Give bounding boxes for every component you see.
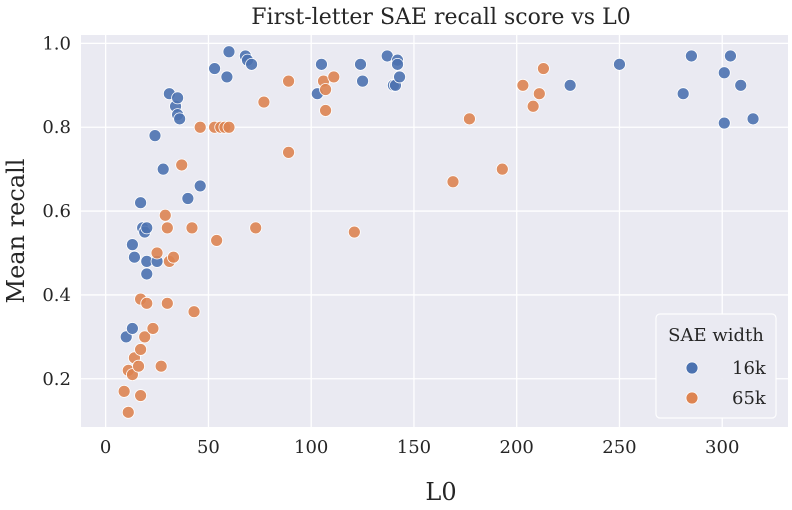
legend-label-16k: 16k [732,358,767,379]
x-tick-label: 150 [397,437,431,458]
data-point-65k [526,99,540,113]
data-point-65k [193,120,207,134]
data-point-65k [146,322,160,335]
data-point-65k [210,234,224,247]
data-point-16k [125,322,139,335]
legend-label-65k: 65k [732,388,767,409]
legend-marker-16k [685,361,699,375]
x-tick-label: 100 [294,437,328,458]
data-point-65k [319,83,332,96]
data-point-65k [537,62,550,75]
data-point-65k [516,78,530,92]
legend-marker-65k [685,391,699,405]
data-point-16k [717,66,731,80]
data-point-16k [717,116,731,130]
data-point-16k [193,179,207,193]
y-tick-label: 0.8 [42,117,71,138]
data-point-65k [117,384,131,398]
data-point-65k [282,145,295,159]
y-tick-label: 0.2 [42,369,71,390]
data-point-65k [150,246,164,260]
data-point-16k [354,57,367,71]
data-points [117,45,760,419]
data-point-16k [391,57,404,71]
data-point-65k [154,359,168,373]
data-point-65k [249,221,263,235]
data-point-16k [222,45,236,59]
data-point-65k [446,175,460,189]
data-point-16k [134,196,148,210]
data-point-65k [282,74,295,88]
data-point-65k [185,221,199,235]
data-point-65k [327,70,341,84]
data-point-65k [222,120,236,134]
legend-box [655,313,777,419]
data-point-65k [495,162,509,176]
data-point-16k [208,62,221,75]
data-point-65k [121,405,135,419]
chart-title: First-letter SAE recall score vs L0 [251,5,630,30]
data-point-16k [613,57,626,71]
data-point-65k [187,305,201,319]
data-point-65k [134,389,148,402]
data-point-16k [315,57,328,71]
data-point-16k [245,57,258,71]
data-point-16k [734,78,748,92]
y-tick-labels: 0.2 0.4 0.6 0.8 1.0 [42,33,71,389]
data-point-65k [160,221,174,235]
y-tick-label: 0.6 [42,201,71,222]
data-point-16k [171,91,184,105]
data-point-16k [125,238,139,252]
data-point-65k [140,296,154,310]
y-axis-label: Mean recall [2,159,30,304]
x-tick-label: 200 [500,437,534,458]
data-point-16k [140,267,154,281]
x-tick-label: 50 [197,437,220,458]
data-point-16k [393,70,406,84]
y-tick-label: 1.0 [42,33,71,54]
data-point-16k [563,78,577,92]
data-point-65k [319,104,332,117]
data-point-16k [148,129,162,143]
data-point-16k [140,221,154,235]
x-tick-label: 250 [602,437,636,458]
x-tick-label: 0 [100,437,111,458]
data-point-65k [463,112,476,126]
grid-lines [81,35,788,427]
data-point-65k [134,343,148,356]
data-point-16k [220,70,234,84]
data-point-16k [356,74,369,88]
data-point-16k [746,112,760,126]
data-point-16k [156,162,170,176]
x-tick-label: 300 [705,437,739,458]
data-point-65k [175,158,189,172]
x-axis-label: L0 [425,478,456,506]
data-point-16k [128,250,141,264]
data-point-65k [257,95,271,109]
data-point-65k [347,225,361,239]
y-tick-label: 0.4 [42,285,71,306]
data-point-16k [181,192,195,205]
x-tick-labels: 0 50 100 150 200 250 300 [100,437,739,458]
legend: SAE width 16k 65k [655,313,777,419]
data-point-65k [138,330,152,344]
data-point-65k [160,296,174,310]
data-point-65k [532,87,546,101]
legend-title: SAE width [668,325,764,346]
data-point-16k [676,87,690,101]
data-point-16k [724,49,737,63]
data-point-65k [132,359,145,373]
data-point-65k [167,250,180,264]
data-point-16k [685,49,698,63]
data-point-65k [158,208,172,222]
data-point-16k [173,112,187,126]
